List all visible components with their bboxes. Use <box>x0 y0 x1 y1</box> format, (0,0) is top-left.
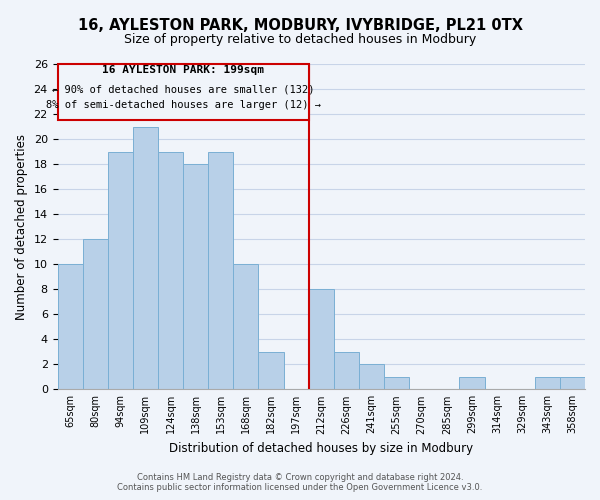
Bar <box>309 289 334 390</box>
Y-axis label: Number of detached properties: Number of detached properties <box>15 134 28 320</box>
Bar <box>208 152 233 390</box>
Bar <box>108 152 133 390</box>
Bar <box>259 352 284 390</box>
Text: 16, AYLESTON PARK, MODBURY, IVYBRIDGE, PL21 0TX: 16, AYLESTON PARK, MODBURY, IVYBRIDGE, P… <box>77 18 523 32</box>
X-axis label: Distribution of detached houses by size in Modbury: Distribution of detached houses by size … <box>169 442 473 455</box>
Bar <box>560 377 585 390</box>
Text: 8% of semi-detached houses are larger (12) →: 8% of semi-detached houses are larger (1… <box>46 100 320 110</box>
Bar <box>384 377 409 390</box>
Text: Contains HM Land Registry data © Crown copyright and database right 2024.
Contai: Contains HM Land Registry data © Crown c… <box>118 473 482 492</box>
Bar <box>334 352 359 390</box>
Bar <box>158 152 183 390</box>
Text: ← 90% of detached houses are smaller (132): ← 90% of detached houses are smaller (13… <box>52 84 314 94</box>
Bar <box>83 239 108 390</box>
Bar <box>535 377 560 390</box>
Bar <box>133 126 158 390</box>
Bar <box>58 264 83 390</box>
Text: 16 AYLESTON PARK: 199sqm: 16 AYLESTON PARK: 199sqm <box>102 66 264 76</box>
Bar <box>58 64 309 120</box>
Text: Size of property relative to detached houses in Modbury: Size of property relative to detached ho… <box>124 32 476 46</box>
Bar <box>359 364 384 390</box>
Bar <box>460 377 485 390</box>
Bar <box>183 164 208 390</box>
Bar <box>233 264 259 390</box>
